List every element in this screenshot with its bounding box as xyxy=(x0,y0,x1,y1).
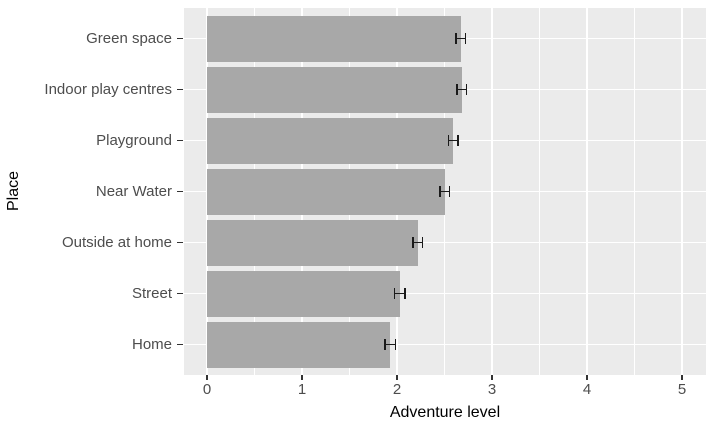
error-bar-cap xyxy=(455,33,457,44)
x-axis-tick-label: 2 xyxy=(392,381,402,398)
error-bar-cap xyxy=(404,288,406,299)
error-bar-cap xyxy=(465,84,468,95)
error-bar xyxy=(448,139,458,142)
y-axis-tick-mark xyxy=(177,292,183,295)
x-axis-tick-mark xyxy=(301,375,303,380)
bar xyxy=(207,270,400,317)
x-axis-title: Adventure level xyxy=(389,404,501,421)
error-bar-cap xyxy=(384,339,386,350)
error-bar xyxy=(394,292,406,295)
y-axis-tick-mark xyxy=(177,190,183,193)
error-bar-cap xyxy=(448,186,450,197)
x-axis-tick-label: 0 xyxy=(202,381,212,398)
error-bar-cap xyxy=(464,33,467,44)
bar xyxy=(207,321,391,368)
x-axis-tick-label: 5 xyxy=(677,381,687,398)
error-bar xyxy=(455,37,466,40)
y-axis-tick-mark xyxy=(177,88,183,91)
y-axis-label: Home xyxy=(131,335,172,353)
y-axis-label: Near Water xyxy=(95,182,172,200)
x-axis-tick-mark xyxy=(206,375,208,380)
y-axis-tick-mark xyxy=(177,343,183,346)
error-bar-cap xyxy=(393,288,396,299)
y-axis-tick-mark xyxy=(177,139,183,142)
bar xyxy=(207,15,461,62)
x-axis-tick-label: 3 xyxy=(487,381,497,398)
error-bar xyxy=(439,190,450,193)
error-bar xyxy=(385,343,396,346)
x-axis-tick-label: 1 xyxy=(297,381,307,398)
bar xyxy=(207,168,445,215)
y-axis-label: Indoor play centres xyxy=(44,80,172,98)
error-bar xyxy=(413,241,423,244)
bar xyxy=(207,117,454,164)
gridline-major-horizontal xyxy=(184,241,706,244)
y-axis-label: Green space xyxy=(86,29,172,47)
x-axis-tick-mark xyxy=(396,375,398,380)
gridline-major-horizontal xyxy=(184,343,706,346)
error-bar-cap xyxy=(447,135,450,146)
error-bar-cap xyxy=(439,186,441,197)
x-axis-tick-mark xyxy=(681,375,683,380)
error-bar-cap xyxy=(457,135,459,146)
error-bar-cap xyxy=(421,237,424,248)
x-axis-tick-mark xyxy=(491,375,493,380)
bar xyxy=(207,219,418,266)
y-axis-label: Street xyxy=(131,284,172,302)
plot-panel xyxy=(184,8,706,375)
y-axis-tick-mark xyxy=(177,241,183,244)
gridline-major-horizontal xyxy=(184,292,706,295)
x-axis-tick-label: 4 xyxy=(582,381,592,398)
y-axis-label: Playground xyxy=(96,131,172,149)
error-bar-cap xyxy=(412,237,414,248)
x-axis-tick-mark xyxy=(586,375,588,380)
bar xyxy=(207,66,462,113)
y-axis-label: Outside at home xyxy=(61,233,172,251)
error-bar-cap xyxy=(456,84,458,95)
y-axis-tick-mark xyxy=(177,37,183,40)
error-bar-cap xyxy=(394,339,397,350)
error-bar xyxy=(456,88,467,91)
